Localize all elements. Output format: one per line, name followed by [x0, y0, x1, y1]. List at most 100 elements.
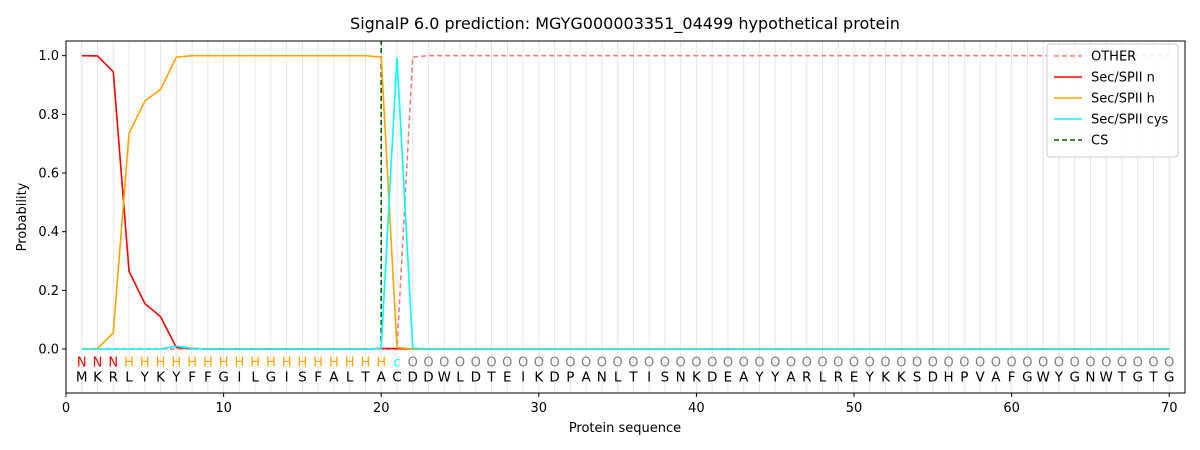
residue-label: G: [1022, 369, 1032, 385]
annotation-label: O: [817, 356, 827, 371]
x-tick-label: 60: [1003, 401, 1020, 416]
annotation-label: O: [975, 356, 985, 371]
annotation-label: O: [660, 356, 670, 371]
annotation-label: N: [93, 356, 103, 371]
legend-label: OTHER: [1091, 50, 1136, 65]
annotation-label: O: [991, 356, 1001, 371]
annotation-label: O: [1133, 356, 1143, 371]
series-line-sec-spii-cys: [81, 57, 1170, 350]
annotation-label: O: [644, 356, 654, 371]
residue-label: Y: [171, 369, 181, 385]
annotation-label: O: [833, 356, 843, 371]
annotation-label: O: [865, 356, 875, 371]
annotation-label: O: [534, 356, 544, 371]
residue-label: R: [834, 369, 843, 385]
annotation-label: H: [171, 356, 181, 371]
residue-label: N: [676, 369, 686, 385]
x-tick-label: 40: [688, 401, 705, 416]
plot-frame: [65, 40, 1186, 394]
residue-label: F: [314, 369, 322, 385]
annotation-label: O: [455, 356, 465, 371]
series-line-sec-spii-h: [81, 54, 1170, 350]
residue-label: H: [944, 369, 954, 385]
residue-label: D: [549, 369, 559, 385]
residue-label: L: [125, 369, 133, 385]
legend: OTHER Sec/SPII n Sec/SPII h Sec/SPII cys CS: [1046, 43, 1179, 158]
annotation-label: O: [502, 356, 512, 371]
annotation-label: O: [676, 356, 686, 371]
residue-label: R: [802, 369, 811, 385]
annotation-label: H: [376, 356, 386, 371]
residue-label: L: [614, 369, 622, 385]
annotation-label: H: [187, 356, 197, 371]
annotation-label: O: [439, 356, 449, 371]
residue-label: G: [218, 369, 228, 385]
annotation-label: H: [298, 356, 308, 371]
legend-box: [1046, 43, 1179, 158]
annotation-label: c: [393, 356, 400, 371]
chart-title: SignalP 6.0 prediction: MGYG000003351_04…: [350, 14, 900, 34]
annotation-label: O: [581, 356, 591, 371]
residue-label: P: [960, 369, 968, 385]
residue-label: Y: [140, 369, 150, 385]
residue-label: F: [1008, 369, 1016, 385]
residue-label: Y: [754, 369, 764, 385]
residue-label: L: [346, 369, 354, 385]
annotation-label: O: [1101, 356, 1111, 371]
y-tick-label: 0.0: [38, 343, 59, 358]
annotation-label: H: [345, 356, 355, 371]
annotation-label: O: [786, 356, 796, 371]
residue-label: S: [913, 369, 922, 385]
y-tick-label: 0.8: [38, 108, 59, 123]
residue-label: T: [360, 369, 370, 385]
residue-label: D: [423, 369, 433, 385]
annotation-label: O: [408, 356, 418, 371]
annotation-label: O: [896, 356, 906, 371]
annotation-label: H: [361, 356, 371, 371]
residue-label: I: [521, 369, 525, 385]
y-axis-title: Probability: [15, 182, 30, 251]
annotation-label: H: [234, 356, 244, 371]
legend-label: Sec/SPII cys: [1091, 113, 1169, 128]
annotation-label: H: [156, 356, 166, 371]
legend-label: CS: [1091, 134, 1108, 149]
annotation-label: O: [739, 356, 749, 371]
residue-label: K: [156, 369, 166, 385]
residue-annotations: MNKNRNLHYHKHYHFHFHGHIHLHGHIHSHFHAHLHTHAH…: [76, 356, 1175, 386]
residue-label: T: [486, 369, 496, 385]
residue-label: I: [285, 369, 289, 385]
y-tick-label: 1.0: [38, 49, 59, 64]
x-axis-title: Protein sequence: [569, 421, 681, 436]
annotation-label: H: [203, 356, 213, 371]
annotation-label: O: [691, 356, 701, 371]
y-tick-label: 0.6: [38, 167, 59, 182]
annotation-label: O: [707, 356, 717, 371]
residue-label: L: [819, 369, 827, 385]
annotation-label: O: [1070, 356, 1080, 371]
y-tick-label: 0.2: [38, 284, 59, 299]
annotation-label: O: [723, 356, 733, 371]
residue-label: T: [1117, 369, 1127, 385]
residue-label: I: [647, 369, 651, 385]
residue-label: V: [975, 369, 985, 385]
residue-label: G: [1069, 369, 1079, 385]
annotation-label: O: [1164, 356, 1174, 371]
annotation-label: H: [124, 356, 134, 371]
residue-label: W: [438, 369, 451, 385]
annotation-label: O: [518, 356, 528, 371]
x-tick-label: 50: [846, 401, 863, 416]
annotation-label: O: [613, 356, 623, 371]
residue-label: I: [237, 369, 241, 385]
residue-label: N: [1085, 369, 1095, 385]
residue-label: M: [76, 369, 88, 385]
annotation-label: O: [1054, 356, 1064, 371]
residue-label: C: [392, 369, 401, 385]
residue-label: A: [329, 369, 339, 385]
annotation-label: N: [77, 356, 87, 371]
residue-label: A: [991, 369, 1001, 385]
y-tick-label: 0.4: [38, 225, 59, 240]
annotation-label: H: [266, 356, 276, 371]
residue-label: L: [251, 369, 259, 385]
residue-label: T: [1148, 369, 1158, 385]
